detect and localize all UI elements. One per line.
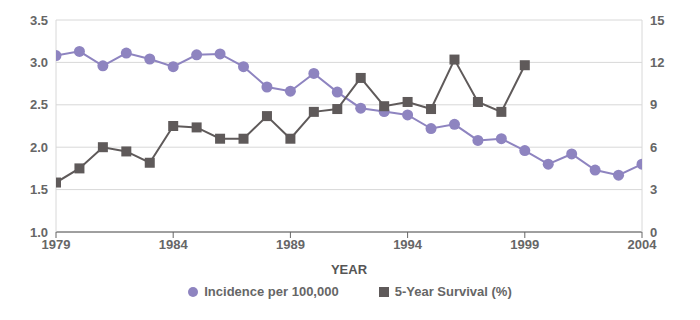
svg-text:9: 9: [650, 97, 657, 112]
svg-text:1989: 1989: [276, 237, 305, 252]
svg-text:2004: 2004: [627, 237, 657, 253]
svg-text:1994: 1994: [393, 237, 423, 252]
html-text:5-Year Survival (%): 5-Year Survival (%): [394, 284, 512, 299]
svg-text:3.5: 3.5: [30, 13, 48, 28]
svg-text:1979: 1979: [41, 237, 71, 253]
svg-text:6: 6: [650, 140, 657, 155]
svg-text:2.0: 2.0: [30, 140, 48, 155]
html-text:Incidence per 100,000: Incidence per 100,000: [204, 284, 339, 299]
svg-text:1.0: 1.0: [30, 225, 48, 240]
svg-text:1999: 1999: [510, 237, 539, 252]
svg-text:3.0: 3.0: [30, 55, 48, 70]
svg-text:3: 3: [650, 182, 657, 197]
svg-text:2.5: 2.5: [30, 97, 48, 112]
svg-text:YEAR: YEAR: [331, 262, 368, 277]
svg-text:15: 15: [650, 13, 664, 28]
svg-text:1.5: 1.5: [30, 182, 48, 197]
svg-text:12: 12: [650, 55, 664, 70]
svg-text:1984: 1984: [159, 237, 189, 252]
svg-text:0: 0: [650, 225, 657, 240]
